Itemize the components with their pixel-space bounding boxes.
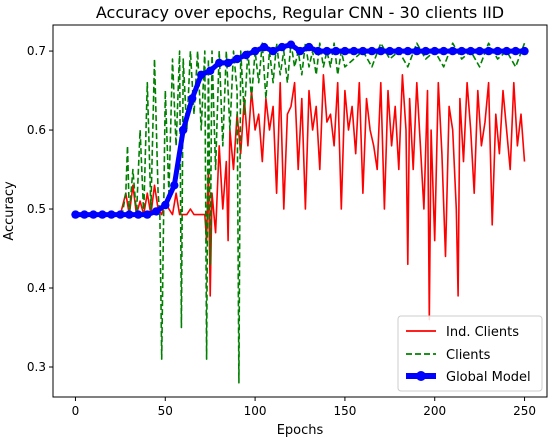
x-axis-ticks: 0 50 100 150 200 250 (72, 397, 536, 418)
y-axis-label: Accuracy (2, 181, 17, 241)
global-model-point (80, 210, 89, 219)
global-model-point (107, 210, 116, 219)
x-axis-label: Epochs (277, 423, 324, 438)
global-model-point (421, 46, 430, 56)
global-model-point (125, 210, 134, 219)
global-model-point (322, 46, 332, 56)
global-model-point (430, 46, 439, 56)
global-model-point (367, 46, 377, 56)
global-model-point (241, 50, 251, 60)
global-model-point (259, 42, 269, 52)
global-model-point (493, 46, 502, 56)
series-line-ind-clients (75, 74, 526, 321)
y-tick-label: 0.6 (27, 123, 46, 137)
global-model-point (161, 200, 170, 210)
global-model-point (89, 210, 98, 219)
global-model-point (304, 42, 314, 52)
x-tick-label: 0 (72, 404, 80, 418)
global-model-point (439, 46, 448, 56)
legend-marker-global-model (416, 371, 426, 381)
global-model-point (152, 207, 161, 216)
global-model-point (376, 46, 385, 56)
global-model-point (394, 46, 403, 56)
global-model-point (134, 210, 143, 219)
global-model-point (197, 70, 206, 80)
x-tick-label: 100 (244, 404, 267, 418)
global-model-point (313, 46, 323, 56)
global-model-point (466, 46, 475, 56)
global-model-point (331, 46, 341, 56)
global-model-point (268, 46, 278, 56)
legend-label-ind-clients: Ind. Clients (446, 325, 519, 340)
global-model-point (475, 46, 484, 56)
global-model-point (179, 125, 188, 135)
global-model-point (295, 46, 305, 56)
global-model-point (349, 46, 359, 56)
series-layer (71, 40, 529, 384)
global-model-point (457, 46, 466, 56)
global-model-point (98, 210, 107, 219)
global-model-point (143, 210, 152, 219)
y-tick-label: 0.3 (27, 360, 46, 374)
global-model-point (412, 46, 421, 56)
global-model-point (250, 46, 260, 56)
global-model-point (116, 210, 125, 219)
global-model-point (188, 94, 197, 103)
x-tick-label: 200 (423, 404, 446, 418)
global-model-point (286, 40, 296, 49)
x-tick-label: 50 (158, 404, 173, 418)
global-model-point (71, 210, 80, 219)
y-tick-label: 0.4 (27, 281, 46, 295)
global-model-point (340, 46, 350, 56)
x-tick-label: 150 (333, 404, 356, 418)
global-model-point (502, 46, 511, 56)
global-model-point (232, 54, 242, 64)
global-model-point (520, 46, 529, 56)
x-tick-label: 250 (513, 404, 536, 418)
y-tick-label: 0.7 (27, 44, 46, 58)
global-model-point (484, 46, 493, 56)
global-model-point (215, 58, 224, 68)
plot-area (52, 24, 548, 398)
axes-frame (52, 24, 548, 398)
legend: Ind. Clients Clients Global Model (397, 315, 543, 392)
global-model-point (448, 46, 457, 56)
global-model-point (511, 46, 520, 56)
legend-label-global-model: Global Model (446, 370, 531, 385)
global-model-point (206, 66, 215, 76)
global-model-point (385, 46, 394, 56)
global-model-point (403, 46, 412, 56)
global-model-point (277, 42, 287, 52)
chart-title: Accuracy over epochs, Regular CNN - 30 c… (96, 3, 504, 22)
legend-box (397, 315, 543, 392)
legend-label-clients: Clients (446, 348, 491, 363)
y-axis-ticks: 0.3 0.4 0.5 0.6 0.7 (27, 44, 53, 374)
global-model-point (170, 181, 179, 190)
global-model-point (358, 46, 368, 56)
y-tick-label: 0.5 (27, 202, 46, 216)
series-line-clients (75, 42, 526, 384)
global-model-point (223, 58, 233, 68)
